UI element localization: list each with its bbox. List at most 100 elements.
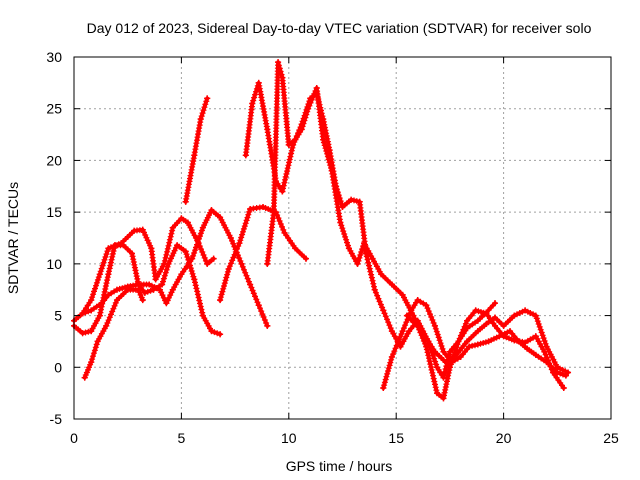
data-point (483, 320, 490, 327)
data-point (118, 240, 125, 247)
data-point (247, 206, 254, 213)
y-tick-label: 0 (54, 359, 62, 375)
data-point (399, 328, 406, 335)
data-point (156, 286, 163, 293)
data-point (159, 281, 166, 288)
data-point (543, 359, 550, 366)
data-point (466, 343, 473, 350)
data-point (210, 255, 217, 262)
data-point (434, 364, 441, 371)
data-point (532, 351, 539, 358)
data-point (178, 215, 185, 222)
x-tick-label: 0 (70, 430, 78, 446)
data-point (302, 255, 309, 262)
data-point (378, 271, 385, 278)
data-point (236, 240, 243, 247)
data-point (105, 245, 112, 252)
series-arc-9 (380, 297, 569, 391)
data-point (431, 348, 438, 355)
x-axis-label: GPS time / hours (286, 458, 393, 474)
x-tick-label: 25 (603, 430, 619, 446)
data-point (281, 229, 288, 236)
data-point (204, 260, 211, 267)
data-point (135, 281, 142, 288)
data-point (264, 126, 271, 133)
data-point (279, 188, 286, 195)
data-point (105, 271, 112, 278)
data-point (457, 353, 464, 360)
data-point (79, 310, 86, 317)
data-point (238, 260, 245, 267)
data-point (492, 322, 499, 329)
data-point (464, 338, 471, 345)
data-point (560, 384, 567, 391)
data-point (88, 328, 95, 335)
data-point (410, 312, 417, 319)
data-point (524, 345, 531, 352)
data-point (354, 260, 361, 267)
grid-lines (74, 57, 611, 419)
x-tick-label: 5 (178, 430, 186, 446)
data-point (532, 312, 539, 319)
data-point (474, 328, 481, 335)
data-point (360, 240, 367, 247)
data-point (139, 297, 146, 304)
data-point (298, 126, 305, 133)
data-point (388, 328, 395, 335)
data-point (225, 266, 232, 273)
data-series (71, 59, 572, 402)
data-point (88, 307, 95, 314)
series-arc-3 (79, 215, 217, 317)
axis-ticks: 0 5 10 15 20 25 -5 0 5 10 15 20 25 30 (46, 49, 619, 446)
data-point (515, 338, 522, 345)
y-tick-label: 10 (46, 256, 62, 272)
x-tick-label: 15 (388, 430, 404, 446)
data-point (403, 312, 410, 319)
data-point (485, 338, 492, 345)
data-point (440, 348, 447, 355)
y-tick-label: 15 (46, 204, 62, 220)
data-point (169, 286, 176, 293)
data-point (217, 331, 224, 338)
data-point (434, 390, 441, 397)
data-point (380, 384, 387, 391)
data-point (292, 245, 299, 252)
data-point (148, 245, 155, 252)
data-point (103, 322, 110, 329)
series-arc-4 (81, 286, 146, 381)
data-point (511, 312, 518, 319)
data-point (442, 359, 449, 366)
data-point (79, 330, 86, 337)
data-point (163, 300, 170, 307)
data-point (356, 198, 363, 205)
data-point (507, 328, 514, 335)
data-point (88, 297, 95, 304)
y-tick-label: 5 (54, 308, 62, 324)
data-point (492, 300, 499, 307)
data-point (472, 307, 479, 314)
data-point (408, 307, 415, 314)
data-point (255, 79, 262, 86)
y-tick-label: 20 (46, 152, 62, 168)
data-point (270, 209, 277, 216)
data-point (182, 248, 189, 255)
data-point (313, 85, 320, 92)
series-arc-10 (403, 307, 572, 376)
y-tick-label: -5 (50, 411, 63, 427)
data-point (260, 203, 267, 210)
data-point (124, 286, 131, 293)
data-point (217, 297, 224, 304)
data-point (397, 343, 404, 350)
data-point (247, 281, 254, 288)
data-point (98, 300, 105, 307)
data-point (455, 338, 462, 345)
data-point (174, 242, 181, 249)
data-point (113, 297, 120, 304)
data-point (131, 227, 138, 234)
y-tick-label: 25 (46, 101, 62, 117)
data-point (440, 374, 447, 381)
data-point (208, 207, 215, 214)
data-point (464, 324, 471, 331)
